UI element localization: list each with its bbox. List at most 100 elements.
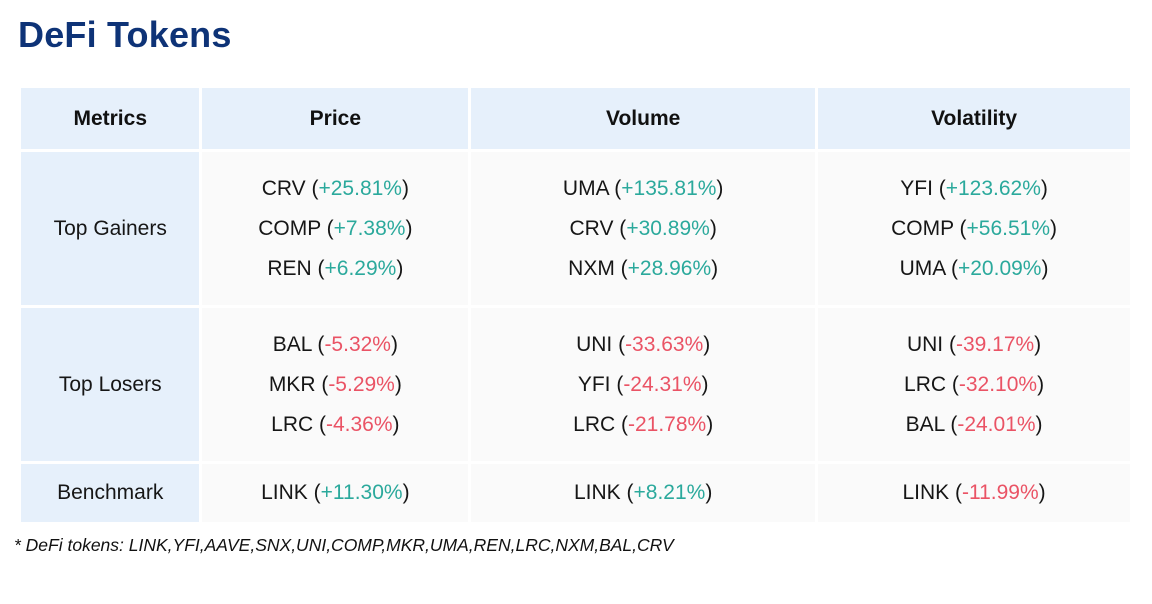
token-change: +11.30%	[320, 481, 403, 504]
token-entry: CRV (+25.81%)	[208, 169, 462, 209]
token-change: -5.29%	[328, 372, 395, 396]
token-entry: CRV (+30.89%)	[477, 209, 809, 249]
token-symbol: NXM (	[568, 256, 628, 280]
token-symbol: LRC (	[904, 372, 959, 396]
token-symbol: COMP (	[258, 216, 334, 240]
page: DeFi Tokens Metrics Price Volume Volatility…	[14, 14, 1133, 555]
token-symbol: MKR (	[268, 372, 329, 396]
token-entry: YFI (-24.31%)	[477, 365, 809, 405]
token-symbol: YFI (	[577, 372, 624, 396]
token-symbol: UNI (	[906, 332, 956, 356]
token-entry: COMP (+56.51%)	[824, 209, 1124, 249]
token-change: -5.32%	[324, 332, 391, 356]
token-cell-price: LINK (+11.30%)	[202, 464, 469, 522]
token-symbol: YFI (	[900, 176, 946, 200]
token-change-close-paren: )	[1050, 216, 1058, 240]
token-symbol: COMP (	[891, 216, 967, 240]
token-change-close-paren: )	[705, 481, 713, 504]
token-change: +6.29%	[324, 256, 397, 280]
token-change-close-paren: )	[405, 216, 413, 240]
token-entry: LINK (-11.99%)	[824, 473, 1124, 513]
token-change: -32.10%	[958, 372, 1038, 396]
column-header-price: Price	[202, 88, 469, 149]
token-change-close-paren: )	[392, 412, 400, 436]
token-entry: LRC (-32.10%)	[824, 365, 1124, 405]
token-change-close-paren: )	[1041, 256, 1049, 280]
token-symbol: UMA (	[899, 256, 958, 280]
token-change-close-paren: )	[701, 372, 709, 396]
token-change: +123.62%	[945, 176, 1041, 200]
table-row-benchmark: Benchmark LINK (+11.30%) LINK (+8.21%) LINK…	[21, 464, 1130, 522]
token-change: -24.31%	[623, 372, 702, 396]
footnote: * DeFi tokens: LINK,YFI,AAVE,SNX,UNI,COM…	[14, 535, 674, 555]
token-change: -24.01%	[957, 412, 1036, 436]
token-cell-volume: LINK (+8.21%)	[471, 464, 816, 522]
token-cell-price: BAL (-5.32%) MKR (-5.29%) LRC (-4.36%)	[202, 308, 469, 461]
token-symbol: UNI (	[576, 332, 626, 356]
token-change: +8.21%	[633, 481, 706, 504]
token-entry: LRC (-4.36%)	[208, 405, 462, 445]
token-cell-volatility: UNI (-39.17%) LRC (-32.10%) BAL (-24.01%)	[818, 308, 1130, 461]
token-symbol: LRC (	[573, 412, 628, 436]
token-symbol: LINK (	[574, 481, 634, 504]
token-symbol: UMA (	[562, 176, 622, 200]
defi-tokens-table: Metrics Price Volume Volatility Top Gainers…	[18, 85, 1133, 525]
token-change-close-paren: )	[1037, 372, 1045, 396]
token-entry: YFI (+123.62%)	[824, 169, 1124, 209]
token-entry: UNI (-33.63%)	[477, 325, 809, 365]
token-entry: UNI (-39.17%)	[824, 325, 1124, 365]
token-symbol: BAL (	[905, 412, 958, 436]
table-header-row: Metrics Price Volume Volatility	[21, 88, 1130, 149]
token-entry: LINK (+8.21%)	[477, 473, 809, 513]
token-change: -21.78%	[627, 412, 707, 436]
token-symbol: LINK (	[261, 481, 321, 504]
token-change: -4.36%	[325, 412, 393, 436]
token-entry: LRC (-21.78%)	[477, 405, 809, 445]
token-change: -11.99%	[961, 481, 1039, 504]
token-entry: COMP (+7.38%)	[208, 209, 462, 249]
token-change-close-paren: )	[1038, 481, 1046, 504]
token-cell-volatility: LINK (-11.99%)	[818, 464, 1130, 522]
token-change: +135.81%	[621, 176, 717, 200]
token-symbol: LINK (	[902, 481, 962, 504]
token-change-close-paren: )	[703, 332, 711, 356]
token-change: +56.51%	[966, 216, 1051, 240]
table-row-top-losers: Top Losers BAL (-5.32%) MKR (-5.29%) LRC (-…	[21, 308, 1130, 461]
token-entry: MKR (-5.29%)	[208, 365, 462, 405]
token-change-close-paren: )	[709, 216, 717, 240]
token-symbol: BAL (	[272, 332, 325, 356]
token-entry: UMA (+135.81%)	[477, 169, 809, 209]
token-change: +25.81%	[318, 176, 402, 200]
token-change-close-paren: )	[390, 332, 398, 356]
token-change: +30.89%	[626, 216, 710, 240]
token-change: +28.96%	[627, 256, 712, 280]
row-label: Top Losers	[21, 308, 200, 461]
token-entry: NXM (+28.96%)	[477, 249, 809, 289]
token-entry: REN (+6.29%)	[208, 249, 462, 289]
table-body: Top Gainers CRV (+25.81%) COMP (+7.38%) REN…	[21, 152, 1130, 522]
row-label: Benchmark	[21, 464, 200, 522]
token-entry: UMA (+20.09%)	[824, 249, 1124, 289]
token-symbol: REN (	[267, 256, 325, 280]
token-change-close-paren: )	[402, 481, 410, 504]
token-symbol: CRV (	[569, 216, 627, 240]
page-title: DeFi Tokens	[18, 14, 232, 55]
token-change: +20.09%	[957, 256, 1042, 280]
token-cell-price: CRV (+25.81%) COMP (+7.38%) REN (+6.29%)	[202, 152, 469, 305]
token-change-close-paren: )	[711, 256, 719, 280]
token-change-close-paren: )	[396, 256, 404, 280]
token-change-close-paren: )	[1034, 332, 1042, 356]
token-change-close-paren: )	[1035, 412, 1043, 436]
token-cell-volatility: YFI (+123.62%) COMP (+56.51%) UMA (+20.09%…	[818, 152, 1130, 305]
token-cell-volume: UMA (+135.81%) CRV (+30.89%) NXM (+28.96%)	[471, 152, 816, 305]
token-symbol: CRV (	[261, 176, 319, 200]
token-entry: LINK (+11.30%)	[208, 473, 462, 513]
token-change: -39.17%	[955, 332, 1035, 356]
token-cell-volume: UNI (-33.63%) YFI (-24.31%) LRC (-21.78%)	[471, 308, 816, 461]
column-header-metrics: Metrics	[21, 88, 200, 149]
token-change-close-paren: )	[1040, 176, 1048, 200]
token-change-close-paren: )	[706, 412, 714, 436]
token-entry: BAL (-24.01%)	[824, 405, 1124, 445]
token-change-close-paren: )	[716, 176, 724, 200]
token-change-close-paren: )	[394, 372, 402, 396]
